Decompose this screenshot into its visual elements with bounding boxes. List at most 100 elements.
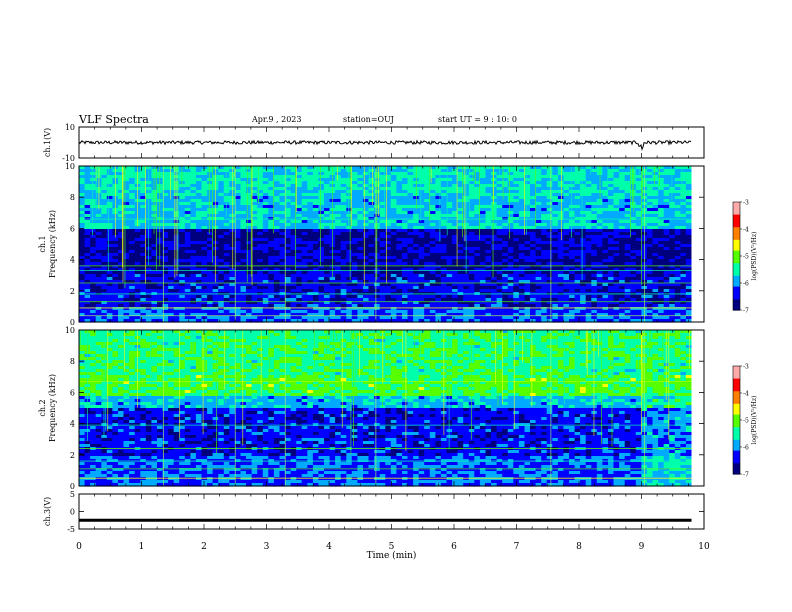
heatmap-cell <box>574 208 581 212</box>
heatmap-cell <box>335 283 342 287</box>
heatmap-cell <box>652 286 659 290</box>
heatmap-cell <box>140 220 147 224</box>
heatmap-cell <box>157 277 164 281</box>
heatmap-cell <box>207 229 214 233</box>
heatmap-cell <box>674 175 681 179</box>
heatmap-cell <box>79 259 86 263</box>
heatmap-cell <box>140 208 147 212</box>
heatmap-cell <box>240 196 247 200</box>
heatmap-cell <box>379 265 386 269</box>
heatmap-cell <box>452 178 459 182</box>
heatmap-cell <box>223 265 230 269</box>
heatmap-cell <box>290 211 297 215</box>
heatmap-cell <box>585 205 592 209</box>
heatmap-cell <box>491 253 498 257</box>
heatmap-cell <box>385 169 392 173</box>
heatmap-cell <box>429 229 436 233</box>
heatmap-cell <box>324 193 331 197</box>
heatmap-cell <box>312 214 320 218</box>
heatmap-cell <box>162 271 169 275</box>
heatmap-cell <box>591 268 598 272</box>
heatmap-cell <box>563 274 570 278</box>
heatmap-cell <box>413 259 420 263</box>
heatmap-cell <box>518 232 526 236</box>
heatmap-cell <box>129 172 136 176</box>
heatmap-cell <box>491 280 498 284</box>
heatmap-cell <box>162 175 169 179</box>
heatmap-cell <box>396 181 403 185</box>
heatmap-cell <box>118 169 125 173</box>
heatmap-cell <box>658 256 665 260</box>
heatmap-cell <box>246 268 253 272</box>
heatmap-cell <box>390 214 397 218</box>
heatmap-cell <box>90 223 97 227</box>
heatmap-cell <box>234 277 242 281</box>
heatmap-cell <box>151 181 158 185</box>
heatmap-cell <box>79 262 86 266</box>
heatmap-cell <box>368 211 375 215</box>
heatmap-cell <box>268 220 275 224</box>
heatmap-cell <box>596 253 603 257</box>
heatmap-cell <box>134 286 141 290</box>
heatmap-cell <box>608 262 615 266</box>
heatmap-cell <box>413 253 420 257</box>
heatmap-cell <box>457 289 464 293</box>
heatmap-cell <box>585 295 592 299</box>
heatmap-cell <box>619 178 626 182</box>
heatmap-cell <box>647 244 654 248</box>
heatmap-cell <box>524 202 531 206</box>
heatmap-cell <box>429 208 436 212</box>
heatmap-cell <box>396 289 403 293</box>
heatmap-cell <box>624 178 631 182</box>
heatmap-cell <box>585 256 592 260</box>
heatmap-cell <box>179 262 186 266</box>
heatmap-cell <box>652 229 659 233</box>
heatmap-cell <box>207 256 214 260</box>
heatmap-cell <box>580 172 587 176</box>
heatmap-cell <box>652 235 659 239</box>
heatmap-cell <box>257 187 264 191</box>
heatmap-cell <box>162 223 169 227</box>
heatmap-cell <box>635 265 642 269</box>
heatmap-cell <box>318 277 325 281</box>
heatmap-cell <box>663 289 670 293</box>
heatmap-cell <box>246 283 253 287</box>
heatmap-cell <box>240 169 247 173</box>
heatmap-cell <box>195 226 203 230</box>
heatmap-cell <box>368 247 375 251</box>
heatmap-cell <box>513 262 520 266</box>
heatmap-cell <box>479 202 487 206</box>
heatmap-cell <box>413 283 420 287</box>
heatmap-cell <box>145 172 152 176</box>
heatmap-cell <box>407 211 414 215</box>
heatmap-cell <box>424 250 431 254</box>
heatmap-cell <box>580 199 587 203</box>
heatmap-cell <box>379 280 386 284</box>
heatmap-cell <box>307 244 314 248</box>
heatmap-cell <box>246 229 253 233</box>
heatmap-cell <box>335 298 342 302</box>
heatmap-cell <box>223 289 230 293</box>
heatmap-cell <box>630 184 637 188</box>
heatmap-cell <box>379 295 386 299</box>
heatmap-cell <box>118 193 125 197</box>
heatmap-cell <box>101 208 108 212</box>
heatmap-cell <box>207 223 214 227</box>
heatmap-cell <box>262 229 269 233</box>
heatmap-cell <box>390 286 397 290</box>
heatmap-cell <box>402 247 409 251</box>
heatmap-cell <box>212 190 219 194</box>
heatmap-cell <box>351 169 358 173</box>
heatmap-cell <box>502 220 509 224</box>
heatmap-cell <box>602 289 609 293</box>
heatmap-cell <box>273 205 281 209</box>
heatmap-cell <box>179 238 186 242</box>
heatmap-cell <box>179 214 186 218</box>
heatmap-cell <box>340 208 347 212</box>
heatmap-cell <box>574 232 581 236</box>
heatmap-cell <box>518 229 526 233</box>
heatmap-cell <box>574 295 581 299</box>
heatmap-cell <box>552 172 559 176</box>
heatmap-cell <box>613 178 620 182</box>
heatmap-cell <box>518 262 526 266</box>
